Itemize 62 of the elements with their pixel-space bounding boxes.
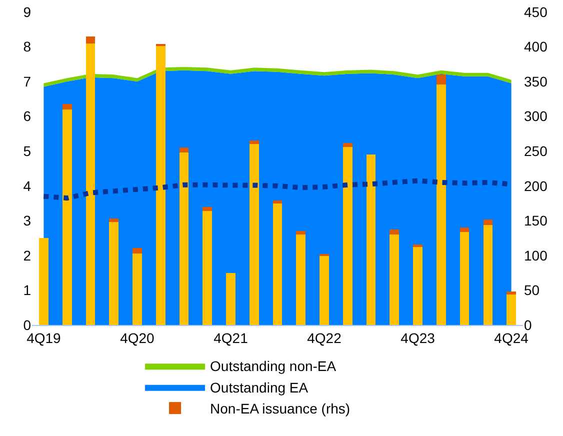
bar: [179, 152, 189, 325]
bar: [483, 224, 493, 325]
bar: [272, 200, 282, 204]
y-tick-label: 2: [23, 247, 32, 264]
bar: [366, 154, 376, 325]
y2-tick-label: 200: [524, 178, 548, 194]
legend-label: Outstanding EA: [210, 379, 309, 396]
bar: [202, 210, 212, 325]
bar: [62, 109, 72, 325]
bar: [156, 45, 166, 325]
bar: [249, 144, 259, 325]
bar: [436, 84, 446, 325]
bar: [342, 146, 352, 325]
bar: [86, 36, 96, 44]
bar: [272, 203, 282, 325]
y-tick-label: 7: [23, 73, 32, 90]
bar: [436, 74, 446, 84]
bar: [483, 219, 493, 225]
bar: [413, 247, 422, 325]
y-tick-label: 9: [23, 4, 32, 20]
bar: [506, 294, 516, 325]
bar: [179, 148, 189, 152]
bar: [460, 232, 470, 325]
bar: [249, 140, 259, 144]
y2-tick-label: 350: [524, 73, 548, 90]
y-tick-label: 3: [23, 212, 32, 229]
bar: [342, 142, 352, 147]
y2-tick-label: 150: [524, 212, 548, 229]
bar: [202, 206, 212, 211]
bar: [460, 228, 470, 232]
x-tick-label: 4Q23: [400, 330, 436, 346]
bar: [109, 222, 119, 325]
bar: [390, 234, 400, 325]
bar: [109, 218, 119, 222]
bar: [132, 253, 142, 325]
y-tick-label: 4: [23, 178, 32, 194]
bar: [506, 292, 516, 294]
y2-tick-label: 300: [524, 108, 548, 124]
y2-tick-label: 250: [524, 143, 548, 160]
y-tick-label: 8: [23, 38, 32, 55]
bar: [320, 256, 329, 325]
bar: [390, 230, 400, 235]
legend-label: Non-EA issuance (rhs): [210, 400, 350, 416]
bar: [86, 43, 96, 325]
bar: [62, 104, 72, 110]
y2-tick-label: 400: [524, 38, 548, 55]
x-tick-label: 4Q22: [307, 330, 342, 346]
y-tick-label: 6: [23, 108, 32, 124]
bar: [39, 238, 48, 325]
x-tick-label: 4Q21: [214, 330, 248, 346]
y2-tick-label: 100: [524, 247, 548, 264]
bar: [226, 272, 236, 325]
bar: [296, 234, 306, 325]
bar: [413, 244, 422, 248]
x-tick-label: 4Q20: [120, 330, 155, 346]
y2-tick-label: 450: [524, 4, 548, 20]
bar: [296, 231, 306, 235]
legend-label: Outstanding non-EA: [210, 358, 337, 374]
bar: [132, 248, 142, 254]
y2-tick-label: 50: [524, 282, 540, 298]
y-tick-label: 5: [23, 143, 32, 160]
y-tick-label: 1: [23, 282, 32, 298]
